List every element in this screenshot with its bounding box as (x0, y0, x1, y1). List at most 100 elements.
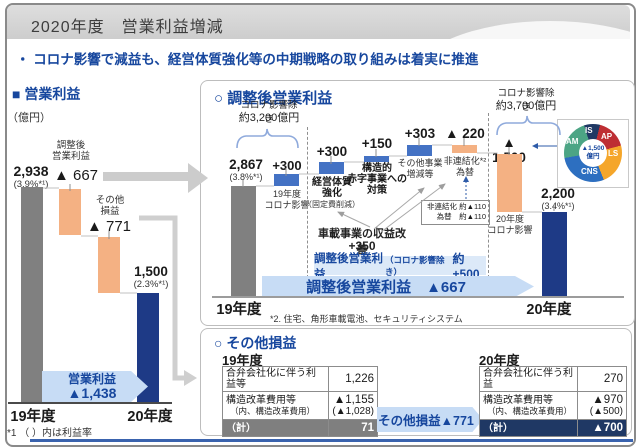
fy20-row2-sub-value: (▲500) (589, 406, 623, 417)
right-axis-line (212, 296, 624, 298)
table-row: 合弁会社化に伴う利益 270 (479, 366, 628, 392)
kozo-value: +150 (361, 136, 393, 151)
adj-fy20-bar (542, 212, 567, 296)
fy20-total-value: ▲700 (576, 419, 628, 437)
fy20-row2-sub: （内、構造改革費用） (487, 405, 573, 416)
band-paren: （コロナ影響除き） (384, 254, 445, 277)
adj-fy20-ratio: (3.4%*¹) (541, 201, 575, 211)
unit-label: （億円） (7, 112, 51, 124)
fy19-op-bar (21, 187, 43, 403)
left-axis-fy19: 19年度 (10, 409, 56, 425)
adj-fy20-value: 2,200 (541, 186, 575, 201)
covid20-bar (497, 154, 522, 212)
right-axis-fy20: 20年度 (526, 302, 572, 318)
donut-segment-is: IS (585, 126, 593, 135)
table-row: （計） ▲700 (479, 419, 628, 437)
title-bar: 2020年度 営業利益増減 (7, 5, 630, 39)
keiei-bar (319, 162, 344, 174)
footnote-2: *2. 住宅、角形車載電池、セキュリティシステム (270, 314, 463, 324)
fy20-row2-value: ▲970 (592, 394, 623, 406)
kozo-bar (364, 156, 389, 162)
other-income-title: ○ その他損益 (214, 333, 296, 353)
donut-center-text: ▲1,500 億円 (581, 145, 605, 160)
other-income-label: その他 損益 (95, 195, 125, 217)
covid20-label: 20年度 コロナ影響 (487, 214, 533, 235)
fy20-row1-value: 270 (576, 366, 628, 392)
covid19-value: +300 (272, 158, 302, 173)
key-message: ・ コロナ影響で減益も、経営体質強化等の中期戦略の取り組みは着実に推進 (16, 48, 478, 68)
covid19-bar (274, 174, 299, 186)
table-row: 合弁会社化に伴う利益等 1,226 (221, 366, 378, 392)
op-change-arrow-line1: 営業利益 (67, 371, 116, 386)
hirenketsu-value: ▲ 220 (445, 126, 485, 141)
page-title: 2020年度 営業利益増減 (31, 19, 224, 36)
fy20-row2-label: 構造改革費用等 (483, 394, 553, 406)
adj-fy19-ratio: (3.8%*¹) (229, 172, 263, 182)
titlebar-swoosh (410, 21, 630, 39)
fy19-row2-value: ▲1,155 (333, 394, 374, 406)
fy19-row1-label: 合弁会社化に伴う利益等 (221, 366, 330, 392)
table-row: （計） 71 (221, 419, 378, 437)
donut-segment-am: AM (566, 137, 579, 146)
band-main: 調整後営業利益 (314, 252, 383, 281)
fy19-row2-sub-value: (▲1,028) (332, 406, 374, 417)
fy19-row1-value: 1,226 (328, 366, 378, 392)
table-row: 構造改革費用等 （内、構造改革費用） ▲970 (▲500) (479, 391, 628, 420)
adjusted-op-change-text: 調整後営業利益 ▲667 (306, 279, 466, 296)
sonota-value: +303 (404, 126, 436, 141)
donut-center-label: ▲1,500 億円 (579, 139, 607, 167)
donut-segment-cns: CNS (581, 167, 598, 176)
adjusted-op-title-text: 調整後営業利益 (227, 90, 333, 107)
segment-donut-box: IS AP LS CNS AM ▲1,500 億円 (557, 119, 629, 188)
fy19-total-label: （計） (221, 419, 330, 437)
bullet-marker-icon: ・ (16, 52, 30, 67)
vehicle-note-line2: +350 (348, 239, 376, 253)
donut-segment-ap: AP (601, 132, 613, 141)
fy19-row2-sub: （内、構造改革費用） (230, 405, 316, 416)
hirenketsu-bar (452, 145, 477, 153)
keiei-label: 経営体質 強化 (312, 177, 352, 199)
circle-marker-icon: ○ (214, 90, 224, 107)
fy19-other-income-table: 合弁会社化に伴う利益等 1,226 構造改革費用等 （内、構造改革費用） ▲1,… (221, 366, 378, 437)
adj-fy19-value: 2,867 (229, 157, 263, 172)
left-chart-heading-text: 営業利益 (24, 86, 81, 102)
circle-marker-icon: ○ (214, 335, 223, 351)
bracket-left-line1: コロナ影響除き (240, 100, 298, 125)
op-change-arrow: 営業利益 ▲1,438 (42, 371, 148, 402)
note-line1: 非連結化 約▲110 (427, 202, 486, 211)
fy19-op-value: 2,938 (13, 163, 49, 179)
keiei-value: +300 (316, 144, 348, 159)
fy20-row1-label: 合弁会社化に伴う利益 (479, 366, 578, 392)
other-income-delta: ▲ 771 (86, 218, 132, 235)
other-income-delta-bar (98, 237, 120, 293)
other-income-change-arrow: その他損益▲771 (377, 407, 483, 432)
sonota-bar (407, 145, 432, 156)
bracket-right-line2: 約3,700億円 (495, 100, 557, 112)
fy19-op-ratio: (3.9%*¹) (13, 179, 49, 190)
adjusted-profit-delta-bar (59, 189, 81, 235)
dashed-separator-1 (307, 127, 308, 278)
fy20-total-label: （計） (479, 419, 578, 437)
hirenketsu-note-box: 非連結化 約▲110 為替 約▲110 (421, 200, 490, 225)
sonota-label: その他事業 増減等 (397, 158, 443, 179)
footnote-1: *1 （ ）内は利益率 (7, 428, 93, 439)
fy19-row2-label: 構造改革費用等 (226, 394, 296, 406)
other-income-change-text: その他損益▲771 (378, 414, 474, 428)
donut-segment-ls: LS (608, 149, 619, 158)
adjusted-op-band: 調整後営業利益 （コロナ影響除き） 約+500 (314, 252, 486, 281)
adjusted-op-title: ○ 調整後営業利益 (214, 87, 332, 108)
adjusted-op-change-arrow: 調整後営業利益 ▲667 (262, 276, 534, 297)
right-axis-fy19: 19年度 (216, 302, 262, 318)
note-line2: 為替 約▲110 (436, 212, 486, 221)
covid19-label: 19年度 コロナ影響 (264, 189, 310, 210)
bottom-rule (30, 439, 633, 442)
bracket-left-line2: 約3,200億円 (238, 112, 300, 124)
segment-donut-chart: IS AP LS CNS AM ▲1,500 億円 (564, 124, 622, 182)
hirenketsu-label: 非連結化*² 為替 (443, 156, 487, 177)
left-chart-heading: ■ 営業利益 (12, 84, 80, 104)
square-marker-icon: ■ (12, 86, 21, 102)
fy19-total-value: 71 (328, 419, 378, 437)
fy20-table-heading: 20年度 (479, 353, 520, 368)
slide-frame (5, 3, 636, 447)
